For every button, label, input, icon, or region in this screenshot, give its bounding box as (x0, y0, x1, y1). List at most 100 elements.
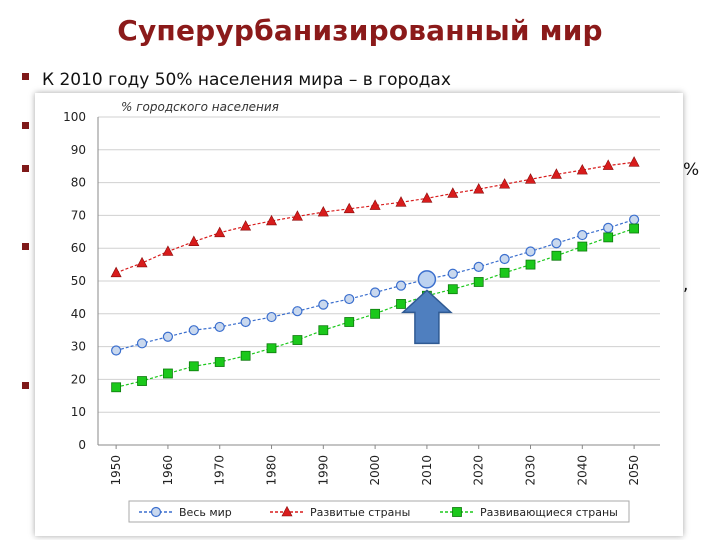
data-point (370, 287, 381, 298)
data-point (162, 331, 174, 342)
bullet-marker-3 (22, 165, 29, 172)
data-point (318, 325, 329, 336)
series-3 (111, 223, 640, 393)
x-tick-label: 1990 (316, 455, 330, 486)
data-point (266, 311, 277, 323)
x-tick-label: 1950 (109, 455, 123, 486)
series-line (115, 227, 635, 388)
chart-panel: 0 10 20 30 40 50 60 70 80 90 100 1950 1960 1970 1980 1… (35, 93, 683, 536)
y-tick-label: 50 (71, 274, 86, 288)
slide-title: Суперурбанизированный мир (117, 14, 603, 47)
data-point (370, 308, 381, 319)
data-point (551, 238, 562, 249)
data-point (240, 220, 252, 231)
data-point (473, 277, 484, 287)
data-point (525, 173, 537, 184)
x-tick-label: 2000 (368, 455, 382, 486)
data-point (473, 183, 485, 194)
y-tick-label: 70 (71, 208, 86, 222)
data-point (137, 376, 147, 386)
y-tick-label: 100 (63, 110, 86, 124)
legend-label: Весь мир (179, 506, 232, 519)
y-tick-label: 60 (71, 241, 86, 255)
data-point (525, 259, 536, 270)
y-tick-label: 80 (71, 176, 86, 190)
y-tick-label: 40 (71, 307, 86, 321)
data-point (577, 241, 588, 252)
data-point (629, 214, 640, 225)
x-tick-label: 2050 (627, 455, 641, 486)
text-fragment-comma: , (683, 275, 689, 295)
data-point (292, 335, 303, 345)
data-point (396, 299, 406, 309)
up-arrow-icon (400, 289, 453, 345)
data-point (629, 223, 640, 234)
data-point (447, 268, 458, 279)
series-2 (110, 156, 640, 278)
legend-item-1: Весь мир (139, 506, 232, 519)
series-1 (111, 214, 640, 356)
data-point (499, 253, 510, 265)
data-point (214, 357, 225, 367)
x-tick-label: 2010 (420, 455, 434, 486)
data-point (292, 306, 303, 317)
data-point (550, 168, 562, 179)
y-tick-label: 90 (71, 143, 86, 157)
data-point (343, 202, 355, 214)
data-point (395, 280, 407, 291)
x-tick-label: 1980 (265, 455, 279, 486)
data-point (603, 232, 614, 243)
legend-label: Развитые страны (310, 506, 410, 519)
x-tick-label: 2020 (472, 455, 486, 486)
data-point (214, 226, 226, 238)
data-point (240, 316, 251, 328)
data-point (473, 261, 484, 272)
x-tick-label: 2030 (524, 455, 538, 486)
data-point (110, 266, 122, 278)
data-point (447, 284, 458, 295)
data-point (163, 368, 173, 379)
data-point (317, 205, 329, 217)
chart-title: % городского населения (121, 100, 279, 114)
data-point (577, 229, 588, 241)
legend-item-3: Развивающиеся страны (440, 506, 618, 519)
text-fragment-percent: % (683, 160, 700, 180)
data-point (447, 187, 459, 198)
x-tick-label: 1960 (161, 455, 175, 486)
data-point (214, 321, 225, 333)
data-point (188, 361, 199, 372)
data-point (344, 317, 355, 327)
bullet-marker-2 (22, 122, 29, 129)
data-point (395, 196, 407, 207)
legend-marker (452, 507, 462, 517)
legend-marker (150, 506, 162, 518)
data-point (136, 256, 148, 268)
bullet-marker-4 (22, 243, 29, 250)
data-point (240, 350, 251, 361)
data-point (111, 345, 122, 356)
data-point (188, 325, 199, 336)
data-point (499, 178, 511, 189)
y-tick-label: 20 (71, 372, 86, 386)
x-tick-label: 2040 (575, 455, 589, 486)
data-point (551, 250, 562, 261)
y-tick-label: 30 (71, 340, 86, 354)
series-line (115, 161, 635, 274)
bullet-marker-5 (22, 382, 29, 389)
data-point (603, 222, 614, 233)
data-point (421, 192, 433, 203)
data-point (318, 299, 329, 310)
data-point (344, 293, 355, 305)
legend-label: Развивающиеся страны (480, 506, 618, 519)
bullet-marker-1 (22, 73, 29, 80)
data-point (499, 267, 510, 278)
data-point (111, 382, 122, 393)
data-point (291, 210, 303, 221)
data-point (266, 343, 277, 354)
data-point (576, 163, 588, 175)
legend-box (128, 500, 630, 523)
legend-marker (281, 505, 293, 517)
data-point (188, 235, 200, 246)
data-point (266, 214, 278, 226)
